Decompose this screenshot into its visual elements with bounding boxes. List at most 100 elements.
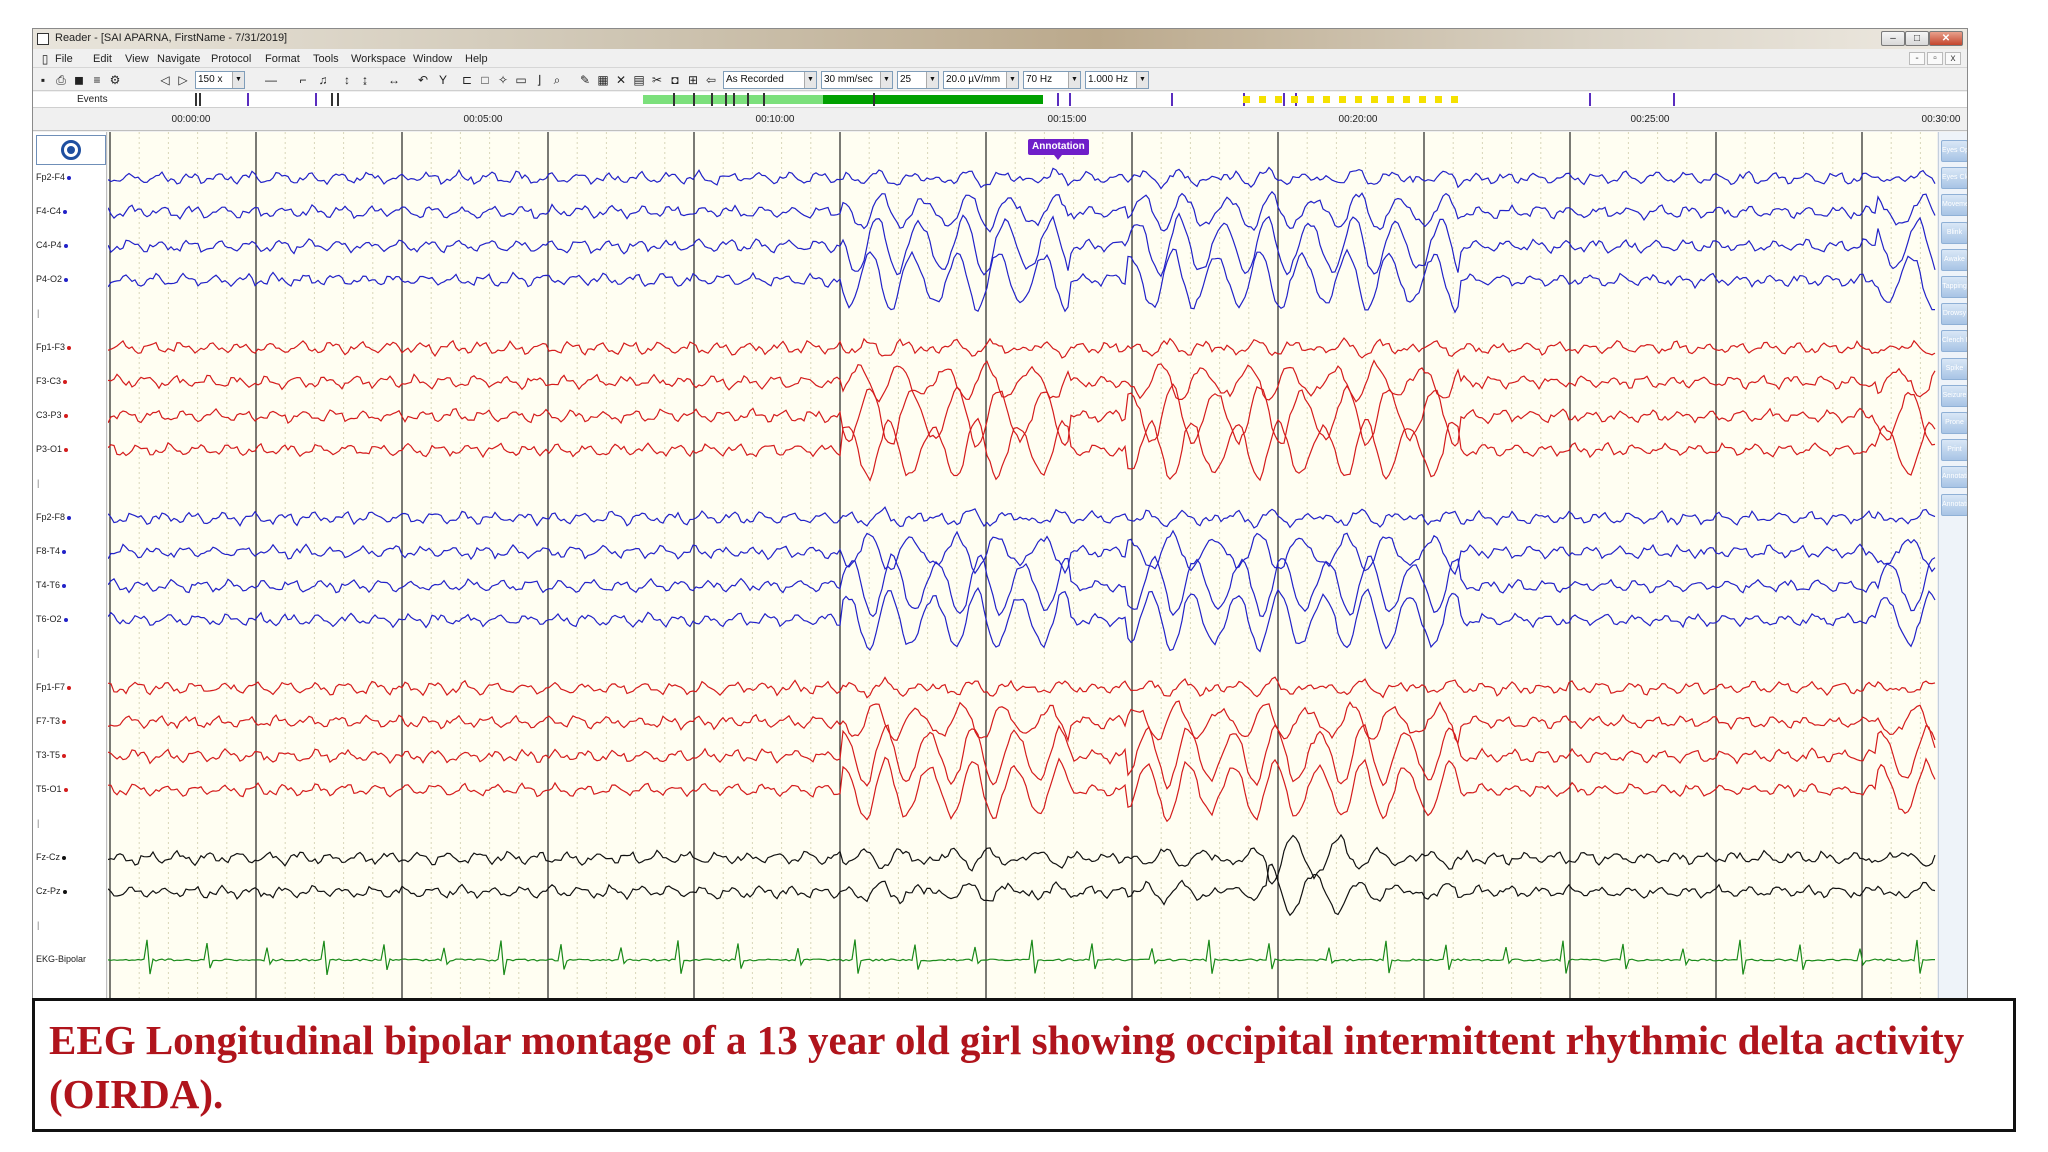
- channel-label[interactable]: P4-O2: [36, 274, 69, 284]
- event-marker[interactable]: [195, 93, 197, 106]
- clipboard-icon[interactable]: ▤: [633, 73, 645, 87]
- bracket-icon[interactable]: ⌋: [536, 73, 542, 87]
- event-marker[interactable]: [673, 93, 675, 106]
- eeg-trace-area[interactable]: Annotation: [108, 132, 1937, 999]
- event-button[interactable]: Eyes Ope: [1941, 140, 1967, 162]
- minimize-button[interactable]: –: [1881, 31, 1905, 46]
- event-button[interactable]: Awake: [1941, 248, 1967, 271]
- event-marker-yellow[interactable]: [1419, 96, 1426, 103]
- channel-label[interactable]: T4-T6: [36, 580, 67, 590]
- music-note-icon[interactable]: ♫: [318, 73, 328, 87]
- select-icon[interactable]: ⊏: [461, 73, 473, 87]
- menu-protocol[interactable]: Protocol: [211, 53, 252, 65]
- event-marker[interactable]: [747, 93, 749, 106]
- event-button[interactable]: Blink: [1941, 221, 1967, 244]
- channel-label[interactable]: F7-T3: [36, 716, 67, 726]
- event-marker[interactable]: [199, 93, 201, 106]
- annotation-marker[interactable]: Annotation: [1028, 139, 1089, 160]
- low-filter-select[interactable]: 1.000 Hz ▼: [1085, 71, 1149, 89]
- channel-label[interactable]: F3-C3: [36, 376, 68, 386]
- channel-label[interactable]: Fp1-F7: [36, 682, 72, 692]
- channel-label[interactable]: F8-T4: [36, 546, 67, 556]
- time-ruler[interactable]: 00:00:00 00:05:00 00:10:00 00:15:00 00:20:00…: [33, 109, 1967, 131]
- time-measure-icon[interactable]: ↔: [388, 73, 400, 87]
- events-bar[interactable]: Events: [33, 92, 1967, 108]
- event-marker[interactable]: [1057, 93, 1059, 106]
- sensitivity-step-select[interactable]: 25 ▼: [897, 71, 939, 89]
- vertical-scale-icon[interactable]: ↕: [344, 73, 350, 87]
- ruler-icon[interactable]: ▭: [515, 73, 527, 87]
- undo-icon[interactable]: ↶: [417, 73, 429, 87]
- baseline-icon[interactable]: —: [265, 73, 277, 87]
- event-marker-yellow[interactable]: [1259, 96, 1266, 103]
- event-marker-yellow[interactable]: [1243, 96, 1250, 103]
- channel-label[interactable]: Fp1-F3: [36, 342, 72, 352]
- zoom-icon[interactable]: ⌕: [553, 73, 561, 87]
- scissors-icon[interactable]: ✂: [651, 73, 663, 87]
- channel-label[interactable]: F4-C4: [36, 206, 68, 216]
- event-button[interactable]: Annotati: [1941, 493, 1967, 516]
- event-button[interactable]: Eyes Clo: [1941, 167, 1967, 190]
- filter-icon[interactable]: Y: [438, 73, 447, 87]
- menu-view[interactable]: View: [125, 53, 149, 65]
- event-marker-yellow[interactable]: [1371, 96, 1378, 103]
- event-marker[interactable]: [711, 93, 713, 106]
- menu-format[interactable]: Format: [265, 53, 300, 65]
- grid-icon[interactable]: ⊞: [687, 73, 699, 87]
- stamp-icon[interactable]: ◘: [671, 73, 679, 87]
- cursor-icon[interactable]: ⌐: [299, 73, 307, 87]
- paper-speed-select[interactable]: 30 mm/sec ▼: [821, 71, 893, 89]
- event-marker-yellow[interactable]: [1323, 96, 1330, 103]
- tools-icon[interactable]: ✕: [615, 73, 627, 87]
- event-marker[interactable]: [331, 93, 333, 106]
- event-button[interactable]: Annotati: [1941, 466, 1967, 489]
- event-marker[interactable]: [733, 93, 735, 106]
- event-marker[interactable]: [247, 93, 249, 106]
- high-filter-select[interactable]: 70 Hz ▼: [1023, 71, 1081, 89]
- event-marker[interactable]: [873, 93, 875, 106]
- channel-label[interactable]: C3-P3: [36, 410, 68, 420]
- montage-button[interactable]: [36, 135, 106, 165]
- channel-label[interactable]: T6-O2: [36, 614, 68, 624]
- menu-edit[interactable]: Edit: [93, 53, 112, 65]
- mdi-minimize-button[interactable]: -: [1909, 52, 1925, 65]
- event-marker-yellow[interactable]: [1403, 96, 1410, 103]
- event-button[interactable]: Print: [1941, 439, 1967, 462]
- channel-label[interactable]: Fz-Cz: [36, 852, 66, 862]
- event-marker[interactable]: [763, 93, 765, 106]
- list-icon[interactable]: ≡: [93, 73, 101, 87]
- event-marker[interactable]: [1171, 93, 1173, 106]
- event-button[interactable]: Movemer: [1941, 194, 1967, 217]
- event-marker-yellow[interactable]: [1339, 96, 1346, 103]
- vertical-scale-2-icon[interactable]: ↨: [362, 73, 368, 87]
- menu-window[interactable]: Window: [413, 53, 453, 65]
- channel-label[interactable]: T3-T5: [36, 750, 67, 760]
- event-marker-yellow[interactable]: [1435, 96, 1442, 103]
- event-button[interactable]: Tapping: [1941, 276, 1967, 298]
- close-button[interactable]: ✕: [1929, 31, 1963, 46]
- menu-tools[interactable]: Tools: [313, 53, 339, 65]
- event-marker[interactable]: [337, 93, 339, 106]
- event-marker-yellow[interactable]: [1387, 96, 1394, 103]
- menu-help[interactable]: Help: [465, 53, 488, 65]
- channel-label[interactable]: P3-O1: [36, 444, 69, 454]
- event-button[interactable]: Drowsy: [1941, 303, 1967, 326]
- mdi-restore-button[interactable]: ▫: [1927, 52, 1943, 65]
- event-marker[interactable]: [1283, 93, 1285, 106]
- event-button[interactable]: Seizure: [1941, 384, 1967, 407]
- video-icon[interactable]: ▦: [597, 73, 609, 87]
- pen-icon[interactable]: ✎: [579, 73, 591, 87]
- menu-workspace[interactable]: Workspace: [351, 53, 406, 65]
- recording-mode-select[interactable]: As Recorded ▼: [723, 71, 817, 89]
- event-marker[interactable]: [1069, 93, 1071, 106]
- event-marker-yellow[interactable]: [1275, 96, 1282, 103]
- event-marker-yellow[interactable]: [1307, 96, 1314, 103]
- menu-file[interactable]: File: [55, 53, 73, 65]
- events-timeline[interactable]: [33, 92, 1968, 108]
- event-marker[interactable]: [315, 93, 317, 106]
- print-icon[interactable]: ⎙: [56, 73, 66, 87]
- camera-icon[interactable]: ◼: [74, 73, 84, 87]
- channel-label[interactable]: Fp2-F4: [36, 172, 72, 182]
- event-marker-yellow[interactable]: [1291, 96, 1298, 103]
- event-marker[interactable]: [1589, 93, 1591, 106]
